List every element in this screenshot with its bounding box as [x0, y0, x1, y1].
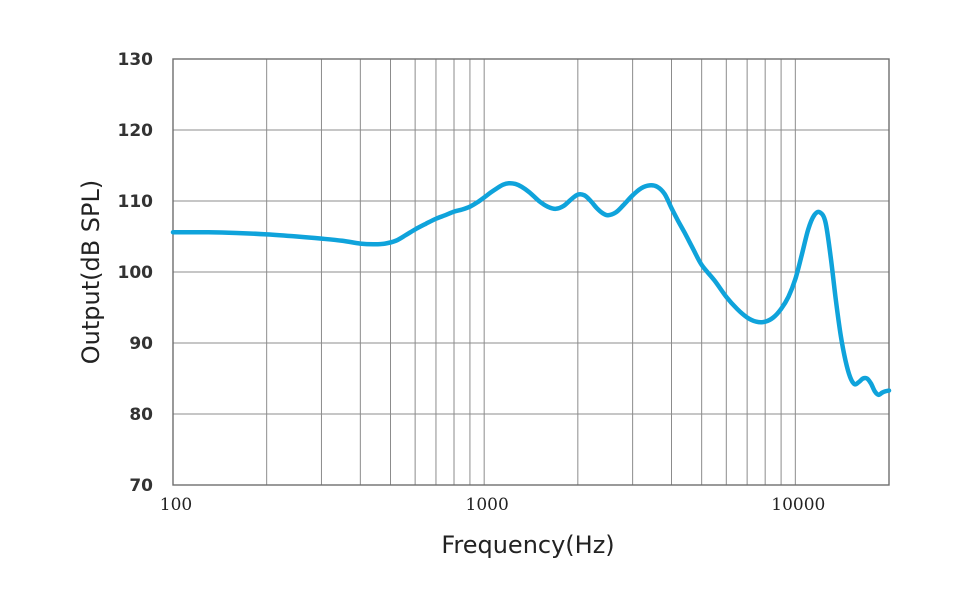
y-tick-label: 80 [129, 405, 153, 425]
grid [173, 59, 889, 485]
y-tick-label: 70 [129, 476, 153, 496]
y-tick-label: 120 [118, 121, 154, 141]
x-axis-title: Frequency(Hz) [441, 531, 614, 559]
y-tick-label: 100 [118, 263, 154, 283]
y-tick-label: 130 [118, 50, 154, 70]
x-tick-label: 10000 [771, 495, 825, 515]
y-tick-label: 90 [129, 334, 153, 354]
y-tick-label: 110 [118, 192, 154, 212]
y-axis-title: Output(dB SPL) [77, 180, 105, 365]
x-tick-label: 1000 [466, 495, 509, 515]
plot-frame [172, 58, 890, 486]
series-line [170, 180, 892, 398]
data-layer [170, 180, 892, 398]
x-tick-label: 100 [160, 495, 192, 515]
tick-labels: 70 80 90 100 110 120 130 100 1000 10000 [118, 50, 826, 515]
